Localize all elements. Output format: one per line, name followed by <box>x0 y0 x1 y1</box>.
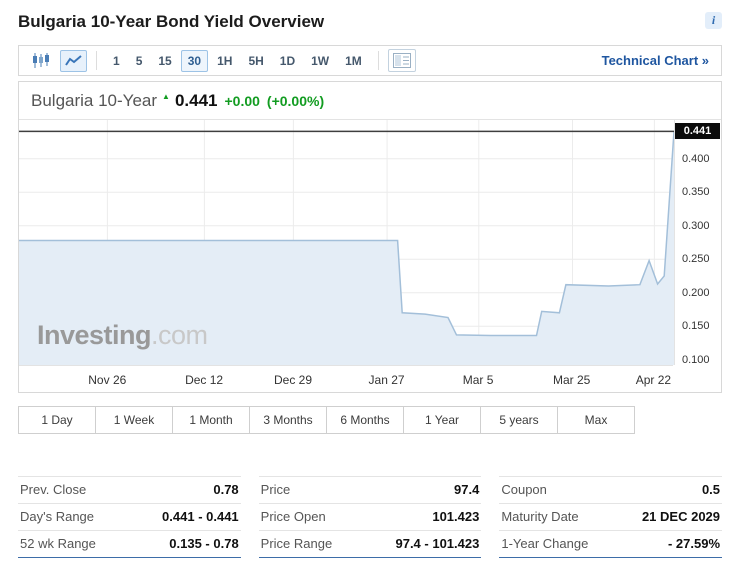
yield-chart-svg <box>19 120 674 365</box>
line-chart-icon <box>65 54 82 68</box>
y-axis-label: 0.300 <box>682 219 710 232</box>
x-axis: Nov 26 Dec 12 Dec 29 Jan 27 Mar 5 Mar 25 Apr 2… <box>19 365 673 392</box>
x-axis-label: Mar 25 <box>552 373 591 387</box>
interval-button-1m[interactable]: 1M <box>338 50 369 72</box>
range-button-1-week[interactable]: 1 Week <box>95 406 173 434</box>
quote-header: Bulgaria 10-Year ▲ 0.441 +0.00 (+0.00%) <box>19 82 721 119</box>
stat-label: 1-Year Change <box>501 536 589 551</box>
plot-region[interactable]: Investing.com <box>19 120 674 365</box>
range-button-1-month[interactable]: 1 Month <box>172 406 250 434</box>
range-button-6-months[interactable]: 6 Months <box>326 406 404 434</box>
toolbar-divider <box>96 51 97 70</box>
page-title: Bulgaria 10-Year Bond Yield Overview <box>18 12 325 31</box>
stat-row: Prev. Close 0.78 <box>18 476 241 503</box>
technical-chart-link[interactable]: Technical Chart » <box>601 53 709 68</box>
stat-row: Price 97.4 <box>258 476 482 503</box>
stat-value: 0.5 <box>701 482 721 497</box>
quote-change: +0.00 <box>224 93 260 109</box>
y-axis-label: 0.250 <box>682 253 710 266</box>
candlestick-chart-button[interactable] <box>27 49 55 72</box>
stat-value: 101.423 <box>432 509 480 524</box>
interval-button-15[interactable]: 15 <box>151 50 178 72</box>
x-axis-label: Mar 5 <box>462 373 494 387</box>
y-axis-label: 0.100 <box>682 353 710 366</box>
y-axis: 0.400 0.350 0.300 0.250 0.200 0.150 0.100 0.441 <box>674 120 721 366</box>
stats-column: Prev. Close 0.78 Day's Range 0.441 - 0.441 5… <box>18 476 241 558</box>
instrument-name: Bulgaria 10-Year <box>31 91 158 110</box>
stat-row: Price Range 97.4 - 101.423 <box>258 530 482 557</box>
stat-value: 0.441 - 0.441 <box>162 509 239 524</box>
data-panel-button[interactable] <box>387 49 416 72</box>
stat-row: Price Open 101.423 <box>258 503 482 530</box>
stat-row: 1-Year Change - 27.59% <box>499 530 723 557</box>
range-button-3-months[interactable]: 3 Months <box>249 406 327 434</box>
chart-toolbar: 1 5 15 30 1H 5H 1D 1W 1M Technical Chart » <box>18 45 722 76</box>
stat-label: Maturity Date <box>501 509 579 524</box>
current-value-badge: 0.441 <box>675 123 720 140</box>
range-button-5-years[interactable]: 5 years <box>480 406 558 434</box>
stat-label: Price <box>260 482 291 497</box>
stat-label: Day's Range <box>20 509 95 524</box>
interval-button-5h[interactable]: 5H <box>241 50 270 72</box>
y-axis-label: 0.350 <box>682 186 710 199</box>
y-axis-label: 0.400 <box>682 152 710 165</box>
info-icon[interactable]: i <box>705 12 722 29</box>
interval-button-1w[interactable]: 1W <box>304 50 336 72</box>
line-chart-button[interactable] <box>60 49 87 72</box>
y-axis-label: 0.150 <box>682 320 710 333</box>
bond-yield-widget: Bulgaria 10-Year Bond Yield Overview i <box>18 12 723 558</box>
chart-area: Investing.com 0.400 0.350 0.300 0.250 0.200 0… <box>19 119 721 366</box>
stat-value: 97.4 <box>454 482 480 497</box>
title-row: Bulgaria 10-Year Bond Yield Overview i <box>18 12 722 32</box>
stat-value: 0.135 - 0.78 <box>169 536 239 551</box>
x-axis-label: Dec 29 <box>274 373 313 387</box>
stat-row: 52 wk Range 0.135 - 0.78 <box>18 530 241 557</box>
chart-frame: Bulgaria 10-Year ▲ 0.441 +0.00 (+0.00%) … <box>18 81 722 393</box>
candlestick-icon <box>32 53 50 68</box>
quote-value: 0.441 <box>174 91 218 110</box>
stat-label: 52 wk Range <box>20 536 96 551</box>
stats-table: Prev. Close 0.78 Day's Range 0.441 - 0.441 5… <box>18 476 723 558</box>
stat-label: Price Range <box>260 536 333 551</box>
stat-value: 0.78 <box>213 482 239 497</box>
stat-label: Price Open <box>260 509 326 524</box>
stat-row: Maturity Date 21 DEC 2029 <box>499 503 723 530</box>
up-arrow-icon: ▲ <box>162 92 170 101</box>
stat-value: - 27.59% <box>667 536 721 551</box>
stat-row: Coupon 0.5 <box>499 476 723 503</box>
x-axis-label: Nov 26 <box>88 373 127 387</box>
stat-value: 21 DEC 2029 <box>641 509 721 524</box>
x-axis-label: Dec 12 <box>185 373 224 387</box>
stat-row: Day's Range 0.441 - 0.441 <box>18 503 241 530</box>
range-button-1-day[interactable]: 1 Day <box>18 406 96 434</box>
range-button-max[interactable]: Max <box>557 406 635 434</box>
y-axis-label: 0.200 <box>682 286 710 299</box>
stat-value: 97.4 - 101.423 <box>395 536 480 551</box>
stats-column: Coupon 0.5 Maturity Date 21 DEC 2029 1-Year … <box>499 476 723 558</box>
toolbar-divider <box>377 51 379 70</box>
range-buttons: 1 Day 1 Week 1 Month 3 Months 6 Months 1 Year… <box>18 406 722 434</box>
quote-change-percent: (+0.00%) <box>266 93 325 109</box>
interval-button-5[interactable]: 5 <box>129 50 150 72</box>
interval-group: 1 5 15 30 1H 5H 1D 1W 1M <box>106 49 369 72</box>
stats-column: Price 97.4 Price Open 101.423 Price Range 97.… <box>258 476 482 558</box>
x-axis-label: Apr 22 <box>635 373 672 387</box>
x-axis-label: Jan 27 <box>368 373 405 387</box>
range-button-1-year[interactable]: 1 Year <box>403 406 481 434</box>
data-panel-icon <box>392 53 411 68</box>
stat-label: Coupon <box>501 482 547 497</box>
interval-button-1d[interactable]: 1D <box>273 50 302 72</box>
stat-label: Prev. Close <box>20 482 87 497</box>
interval-button-30[interactable]: 30 <box>180 49 209 72</box>
interval-button-1h[interactable]: 1H <box>210 50 239 72</box>
interval-button-1[interactable]: 1 <box>106 50 127 72</box>
